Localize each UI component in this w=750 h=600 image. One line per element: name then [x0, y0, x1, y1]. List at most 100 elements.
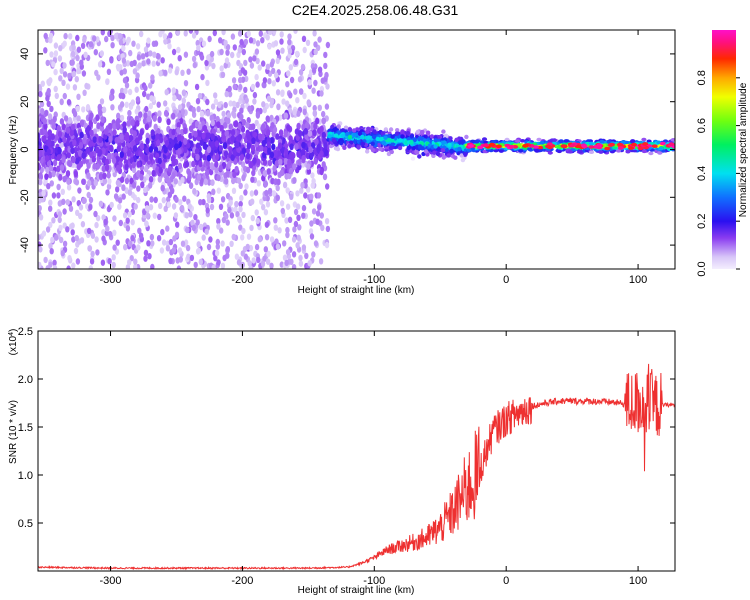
heatmap-cell	[167, 165, 173, 173]
heatmap-cell	[260, 123, 266, 131]
heatmap-cell	[109, 94, 114, 102]
heatmap-cell	[51, 192, 57, 199]
heatmap-cell	[99, 50, 105, 57]
heatmap-cell	[140, 53, 146, 60]
heatmap-cell	[138, 111, 143, 118]
heatmap-cell	[75, 34, 80, 42]
heatmap-cell	[204, 59, 209, 67]
heatmap-cell	[52, 265, 58, 269]
heatmap-cell	[311, 142, 316, 149]
heatmap-cell	[625, 149, 631, 154]
heatmap-cell	[303, 127, 308, 135]
heatmap-cell	[272, 30, 277, 34]
heatmap-cell	[51, 123, 56, 130]
heatmap-cell	[117, 33, 123, 40]
heatmap-cell	[158, 70, 163, 77]
heatmap-cell	[100, 30, 105, 36]
heatmap-cell	[76, 67, 81, 75]
heatmap-cell	[306, 99, 311, 107]
heatmap-cell	[321, 117, 326, 125]
heatmap-cell	[157, 175, 162, 183]
heatmap-cell	[329, 143, 334, 149]
x-tick-label: -100	[363, 274, 385, 286]
heatmap-cell	[148, 102, 153, 110]
heatmap-cell	[296, 110, 301, 117]
heatmap-cell	[147, 110, 152, 118]
heatmap-cell	[177, 104, 183, 111]
heatmap-cell	[238, 77, 243, 84]
heatmap-cell	[150, 129, 155, 137]
heatmap-cell	[54, 92, 59, 100]
colorbar-tick-label: 0.0	[696, 261, 708, 276]
heatmap-cell	[301, 204, 307, 212]
heatmap-cell	[115, 164, 121, 172]
heatmap-cell	[641, 149, 647, 154]
heatmap-cell	[221, 30, 226, 36]
heatmap-cell	[289, 193, 294, 200]
y-tick-label: 1.5	[18, 422, 33, 434]
heatmap-cell	[323, 62, 328, 70]
heatmap-cell	[38, 205, 42, 212]
heatmap-cell	[135, 72, 140, 79]
heatmap-cell	[223, 101, 228, 109]
heatmap-cell	[307, 130, 313, 137]
heatmap-cell	[225, 49, 230, 56]
heatmap-cell	[286, 124, 291, 131]
heatmap-cell	[195, 219, 200, 226]
heatmap-cell	[249, 190, 255, 197]
heatmap-cell	[168, 238, 174, 246]
heatmap-cell	[458, 140, 463, 145]
heatmap-cell	[231, 100, 237, 108]
heatmap-cell	[266, 141, 271, 149]
heatmap-cell	[316, 143, 321, 151]
heatmap-cell	[147, 253, 152, 260]
heatmap-cell	[143, 165, 149, 173]
heatmap-cell	[143, 84, 148, 92]
snr-x-ticks: -300 -200 -100 0 100	[100, 331, 647, 587]
heatmap-cell	[398, 138, 403, 143]
heatmap-cell	[74, 151, 80, 159]
heatmap-cell	[38, 121, 42, 128]
heatmap-cell	[248, 161, 254, 169]
heatmap-cell	[604, 146, 611, 151]
heatmap-cell	[180, 108, 185, 115]
heatmap-cell	[133, 263, 138, 269]
heatmap-cell	[301, 141, 306, 149]
heatmap-cell	[631, 142, 637, 147]
heatmap-cell	[74, 157, 80, 165]
heatmap-cell	[124, 177, 130, 185]
heatmap-cell	[56, 154, 61, 162]
heatmap-cell	[198, 258, 203, 266]
heatmap-cell	[470, 139, 476, 144]
heatmap-cell	[319, 90, 324, 97]
heatmap-cell	[144, 123, 150, 131]
heatmap-cell	[222, 142, 228, 150]
colorbar-ticks: 0.00.20.40.60.8	[696, 70, 740, 277]
heatmap-cell	[88, 41, 94, 48]
heatmap-cell	[214, 161, 219, 168]
heatmap-cell	[216, 218, 221, 225]
heatmap-cell	[109, 57, 114, 64]
heatmap-cell	[313, 41, 318, 48]
heatmap-cell	[155, 133, 160, 141]
heatmap-cell	[243, 86, 248, 94]
heatmap-cell	[227, 91, 233, 98]
heatmap-cell	[158, 167, 163, 174]
heatmap-cell	[56, 192, 61, 199]
heatmap-cell	[101, 165, 107, 173]
heatmap-cell	[195, 39, 200, 47]
heatmap-cell	[223, 150, 229, 158]
heatmap-cell	[263, 146, 268, 154]
heatmap-cell	[231, 77, 237, 84]
heatmap-cell	[311, 87, 316, 94]
heatmap-cell	[325, 183, 330, 190]
heatmap-cell	[454, 137, 459, 142]
spectrum-heatmap	[38, 30, 675, 269]
colorbar: 0.00.20.40.60.8 Normalized spectral ampl…	[696, 30, 749, 277]
heatmap-cell	[232, 149, 237, 156]
heatmap-cell	[319, 125, 324, 133]
spectrum-y-label: Frequency (Hz)	[8, 116, 19, 185]
heatmap-cell	[146, 115, 152, 123]
x-tick-label: -200	[231, 274, 253, 286]
heatmap-cell	[276, 150, 282, 158]
